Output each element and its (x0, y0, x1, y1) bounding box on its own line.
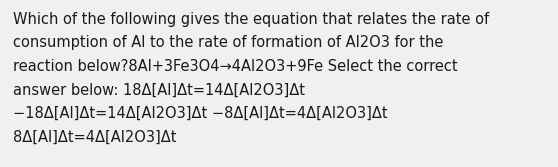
Text: −18Δ[Al]Δt=14Δ[Al2O3]Δt −8Δ[Al]Δt=4Δ[Al2O3]Δt: −18Δ[Al]Δt=14Δ[Al2O3]Δt −8Δ[Al]Δt=4Δ[Al2… (13, 106, 388, 121)
Text: answer below: 18Δ[Al]Δt=14Δ[Al2O3]Δt: answer below: 18Δ[Al]Δt=14Δ[Al2O3]Δt (13, 82, 305, 98)
Text: Which of the following gives the equation that relates the rate of: Which of the following gives the equatio… (13, 12, 489, 27)
Text: reaction below?8Al+3Fe3O4→4Al2O3+9Fe Select the correct: reaction below?8Al+3Fe3O4→4Al2O3+9Fe Sel… (13, 59, 458, 74)
Text: 8Δ[Al]Δt=4Δ[Al2O3]Δt: 8Δ[Al]Δt=4Δ[Al2O3]Δt (13, 129, 176, 144)
Text: consumption of Al to the rate of formation of Al2O3 for the: consumption of Al to the rate of formati… (13, 36, 444, 50)
